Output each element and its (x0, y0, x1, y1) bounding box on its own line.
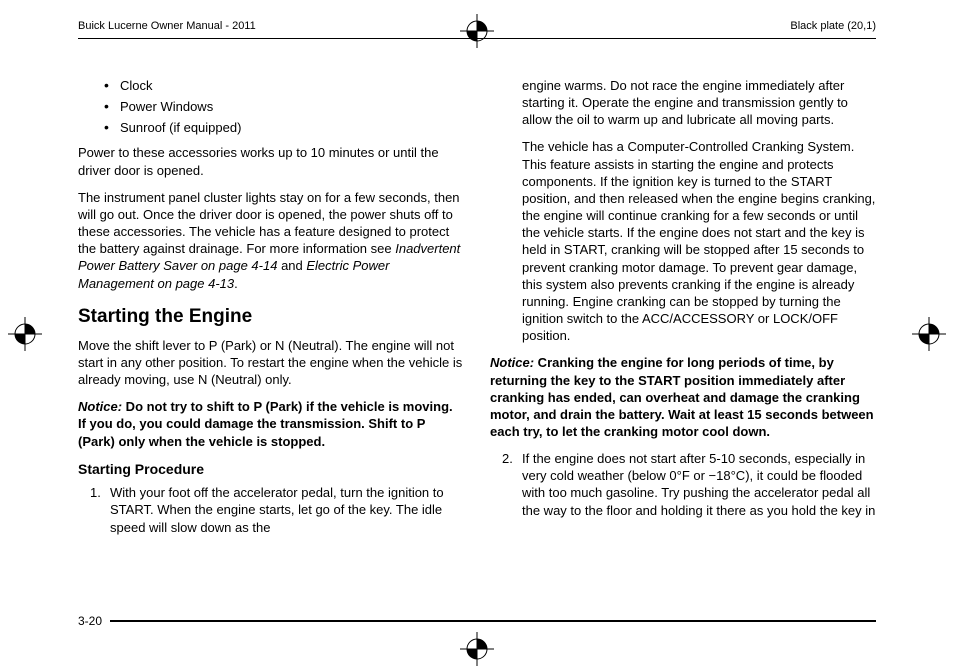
column-left: Clock Power Windows Sunroof (if equipped… (78, 77, 464, 544)
list-item: Power Windows (104, 98, 464, 115)
section-heading: Starting the Engine (78, 304, 464, 329)
page-number: 3-20 (78, 614, 102, 628)
page: Buick Lucerne Owner Manual - 2011 Black … (0, 0, 954, 668)
step-text: With your foot off the accelerator pedal… (110, 485, 444, 534)
subsection-heading: Starting Procedure (78, 460, 464, 478)
step-number: 1. (90, 484, 101, 501)
list-item: Sunroof (if equipped) (104, 119, 464, 136)
paragraph: The vehicle has a Computer-Controlled Cr… (490, 138, 876, 344)
notice-paragraph: Notice: Cranking the engine for long per… (490, 354, 876, 440)
step-item: 2. If the engine does not start after 5-… (490, 450, 876, 519)
paragraph: engine warms. Do not race the engine imm… (490, 77, 876, 128)
notice-label: Notice: (78, 399, 122, 414)
header-left: Buick Lucerne Owner Manual - 2011 (78, 20, 256, 32)
footer-rule (110, 620, 876, 622)
paragraph: Power to these accessories works up to 1… (78, 144, 464, 178)
text-columns: Clock Power Windows Sunroof (if equipped… (78, 77, 876, 544)
column-right: engine warms. Do not race the engine imm… (490, 77, 876, 544)
crop-mark-right (912, 317, 946, 351)
accessory-list: Clock Power Windows Sunroof (if equipped… (78, 77, 464, 136)
page-footer: 3-20 (78, 614, 876, 628)
crop-mark-bottom (460, 632, 494, 666)
crop-mark-top (460, 14, 494, 48)
step-item: 1. With your foot off the accelerator pe… (78, 484, 464, 535)
paragraph: The instrument panel cluster lights stay… (78, 189, 464, 292)
header-right: Black plate (20,1) (790, 20, 876, 32)
procedure-list: 1. With your foot off the accelerator pe… (78, 484, 464, 535)
step-number: 2. (502, 450, 513, 467)
notice-label: Notice: (490, 355, 534, 370)
crop-mark-left (8, 317, 42, 351)
notice-paragraph: Notice: Do not try to shift to P (Park) … (78, 398, 464, 449)
paragraph: Move the shift lever to P (Park) or N (N… (78, 337, 464, 388)
list-item: Clock (104, 77, 464, 94)
step-text: If the engine does not start after 5-10 … (522, 451, 875, 517)
procedure-list: 2. If the engine does not start after 5-… (490, 450, 876, 519)
